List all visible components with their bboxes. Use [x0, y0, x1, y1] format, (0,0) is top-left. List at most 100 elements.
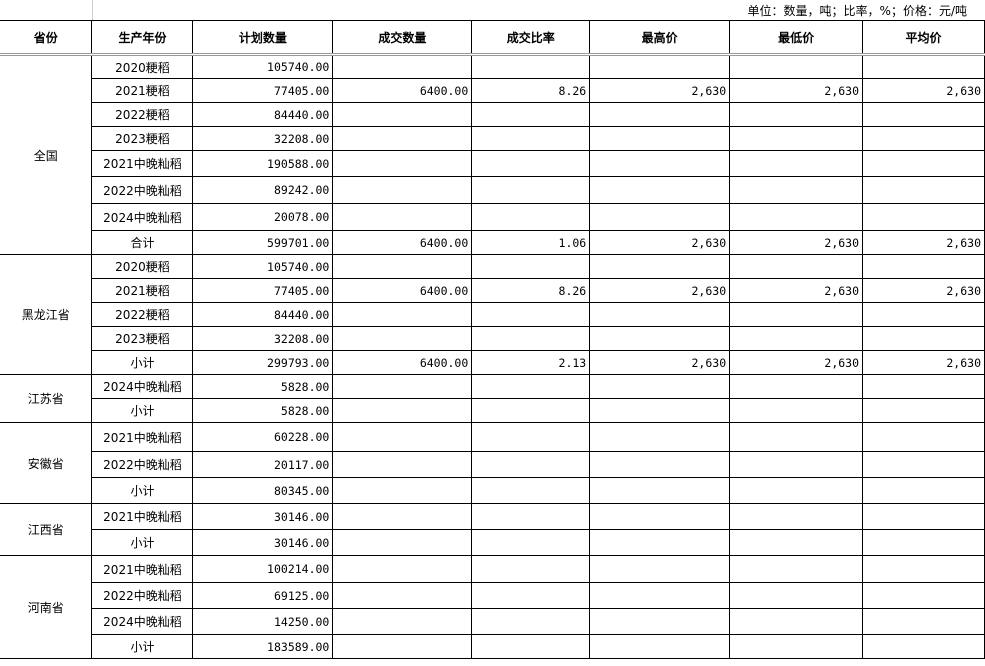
max-price-cell: 2,630 [589, 230, 731, 255]
planned-qty-cell: 20078.00 [192, 203, 334, 231]
traded-qty-cell [332, 477, 473, 504]
planned-qty-cell: 84440.00 [192, 102, 334, 127]
traded-qty-cell: 6400.00 [332, 350, 473, 375]
planned-qty-cell: 30146.00 [192, 503, 334, 530]
table-row: 江西省 2021中晚籼稻 30146.00 [0, 503, 985, 556]
province-cell: 黑龙江省 [0, 254, 93, 375]
min-price-cell: 2,630 [729, 278, 864, 303]
traded-qty-cell [332, 503, 473, 530]
traded-ratio-cell: 8.26 [471, 278, 591, 303]
province-cell: 河南省 [0, 555, 93, 659]
header-traded-ratio: 成交比率 [471, 20, 591, 56]
traded-ratio-cell [471, 302, 591, 327]
planned-qty-cell: 183589.00 [192, 634, 334, 659]
max-price-cell: 2,630 [589, 278, 731, 303]
traded-ratio-cell [471, 477, 591, 504]
year-cell: 小计 [91, 350, 194, 375]
min-price-cell [729, 102, 864, 127]
avg-price-cell [862, 477, 985, 504]
planned-qty-cell: 299793.00 [192, 350, 334, 375]
traded-qty-cell [332, 126, 473, 151]
planned-qty-cell: 69125.00 [192, 582, 334, 609]
planned-qty-cell: 5828.00 [192, 398, 334, 423]
avg-price-cell [862, 582, 985, 609]
table-row: 2023粳稻 32208.00 [0, 326, 985, 351]
avg-price-cell [862, 608, 985, 635]
grain-auction-table: 省份 生产年份 计划数量 成交数量 成交比率 最高价 最低价 平均价 全国 2020粳稻 1057… [0, 20, 985, 659]
province-cell: 江苏省 [0, 374, 93, 423]
table-row: 2022中晚籼稻 69125.00 [0, 582, 985, 609]
province-cell: 江西省 [0, 503, 93, 556]
header-row: 省份 生产年份 计划数量 成交数量 成交比率 最高价 最低价 平均价 [0, 20, 985, 56]
min-price-cell [729, 374, 864, 399]
planned-qty-cell: 84440.00 [192, 302, 334, 327]
province-cell: 安徽省 [0, 422, 93, 504]
avg-price-cell: 2,630 [862, 230, 985, 255]
min-price-cell: 2,630 [729, 230, 864, 255]
traded-qty-cell [332, 555, 473, 583]
traded-ratio-cell [471, 176, 591, 204]
table-row: 江苏省 2024中晚籼稻 5828.00 [0, 374, 985, 423]
year-cell: 2021中晚籼稻 [91, 555, 194, 583]
max-price-cell [589, 477, 731, 504]
min-price-cell [729, 451, 864, 478]
planned-qty-cell: 77405.00 [192, 78, 334, 103]
table-row: 小计 80345.00 [0, 477, 985, 504]
table-row: 2021中晚籼稻 190588.00 [0, 150, 985, 177]
max-price-cell [589, 555, 731, 583]
year-cell: 2021中晚籼稻 [91, 422, 194, 452]
max-price-cell [589, 529, 731, 556]
max-price-cell [589, 150, 731, 177]
max-price-cell [589, 203, 731, 231]
planned-qty-cell: 14250.00 [192, 608, 334, 635]
year-cell: 2023粳稻 [91, 126, 194, 151]
planned-qty-cell: 105740.00 [192, 254, 334, 279]
year-cell: 2022中晚籼稻 [91, 582, 194, 609]
table-row: 2024中晚籼稻 14250.00 [0, 608, 985, 635]
table-row: 2022粳稻 84440.00 [0, 102, 985, 127]
planned-qty-cell: 77405.00 [192, 278, 334, 303]
traded-qty-cell [332, 398, 473, 423]
max-price-cell [589, 374, 731, 399]
avg-price-cell [862, 451, 985, 478]
traded-ratio-cell [471, 503, 591, 530]
min-price-cell [729, 150, 864, 177]
max-price-cell [589, 54, 731, 79]
traded-ratio-cell [471, 422, 591, 452]
divider [92, 0, 93, 20]
planned-qty-cell: 599701.00 [192, 230, 334, 255]
header-traded-qty: 成交数量 [332, 20, 473, 56]
year-cell: 小计 [91, 529, 194, 556]
avg-price-cell [862, 302, 985, 327]
avg-price-cell: 2,630 [862, 78, 985, 103]
avg-price-cell [862, 422, 985, 452]
max-price-cell [589, 608, 731, 635]
traded-ratio-cell [471, 254, 591, 279]
traded-qty-cell [332, 102, 473, 127]
traded-ratio-cell [471, 326, 591, 351]
max-price-cell [589, 126, 731, 151]
planned-qty-cell: 5828.00 [192, 374, 334, 399]
min-price-cell [729, 503, 864, 530]
min-price-cell [729, 398, 864, 423]
traded-qty-cell [332, 54, 473, 79]
traded-qty-cell [332, 203, 473, 231]
year-cell: 2024中晚籼稻 [91, 203, 194, 231]
avg-price-cell [862, 398, 985, 423]
min-price-cell [729, 126, 864, 151]
avg-price-cell [862, 102, 985, 127]
header-year: 生产年份 [91, 20, 194, 56]
max-price-cell: 2,630 [589, 350, 731, 375]
max-price-cell [589, 254, 731, 279]
traded-qty-cell: 6400.00 [332, 230, 473, 255]
min-price-cell [729, 326, 864, 351]
year-cell: 2021粳稻 [91, 278, 194, 303]
header-avg-price: 平均价 [862, 20, 985, 56]
max-price-cell [589, 326, 731, 351]
planned-qty-cell: 60228.00 [192, 422, 334, 452]
avg-price-cell [862, 555, 985, 583]
traded-ratio-cell: 1.06 [471, 230, 591, 255]
min-price-cell [729, 529, 864, 556]
avg-price-cell [862, 503, 985, 530]
year-cell: 2023粳稻 [91, 326, 194, 351]
